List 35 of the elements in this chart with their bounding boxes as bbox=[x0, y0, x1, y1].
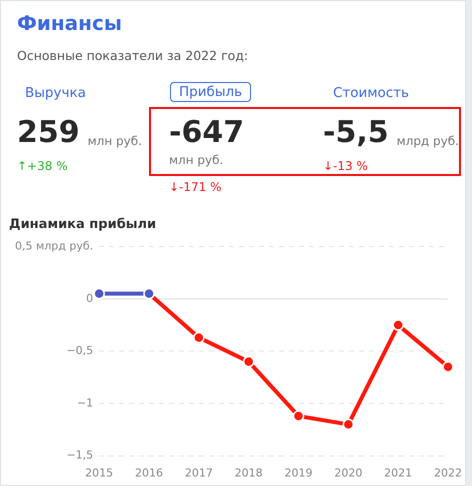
text: Основные показатели за 2022 год: bbox=[17, 48, 248, 63]
text: млн руб. bbox=[169, 153, 224, 167]
point bbox=[93, 288, 105, 300]
y-tick-label: 0 bbox=[86, 292, 94, 305]
x-tick-label: 2017 bbox=[184, 466, 213, 480]
text: ↑+38 % bbox=[17, 159, 68, 173]
x-tick-label: 2020 bbox=[334, 466, 362, 480]
point bbox=[342, 418, 354, 430]
text: 259 bbox=[17, 115, 80, 150]
x-tick-label: 2021 bbox=[384, 466, 412, 480]
x-tick-label: 2019 bbox=[284, 466, 313, 480]
x-tick-label: 2022 bbox=[434, 466, 462, 480]
point bbox=[193, 332, 205, 344]
y-tick-label: −1 bbox=[76, 396, 94, 410]
text: -5,5 bbox=[323, 115, 389, 150]
text: Стоимость bbox=[333, 85, 410, 101]
point bbox=[442, 361, 454, 373]
point bbox=[292, 410, 304, 422]
text: -647 bbox=[169, 115, 244, 150]
y-tick-label: 0,5 млрд руб. bbox=[14, 239, 94, 252]
point bbox=[392, 319, 404, 331]
y-tick-label: −1,5 bbox=[66, 448, 94, 462]
text: Финансы bbox=[17, 11, 122, 35]
text: млн руб. bbox=[88, 134, 142, 148]
chart-title: Динамика прибыли bbox=[9, 217, 156, 232]
x-tick-label: 2016 bbox=[135, 466, 164, 480]
text: млрд руб. bbox=[396, 134, 459, 148]
text: ↓-13 % bbox=[323, 159, 368, 173]
text: ↓-171 % bbox=[169, 180, 222, 194]
x-tick-label: 2015 bbox=[85, 466, 114, 480]
point bbox=[242, 356, 254, 368]
x-tick-label: 2018 bbox=[234, 466, 263, 480]
y-tick-label: −0,5 bbox=[66, 344, 94, 358]
text: Выручка bbox=[25, 85, 86, 101]
text: Прибыль bbox=[170, 82, 252, 102]
